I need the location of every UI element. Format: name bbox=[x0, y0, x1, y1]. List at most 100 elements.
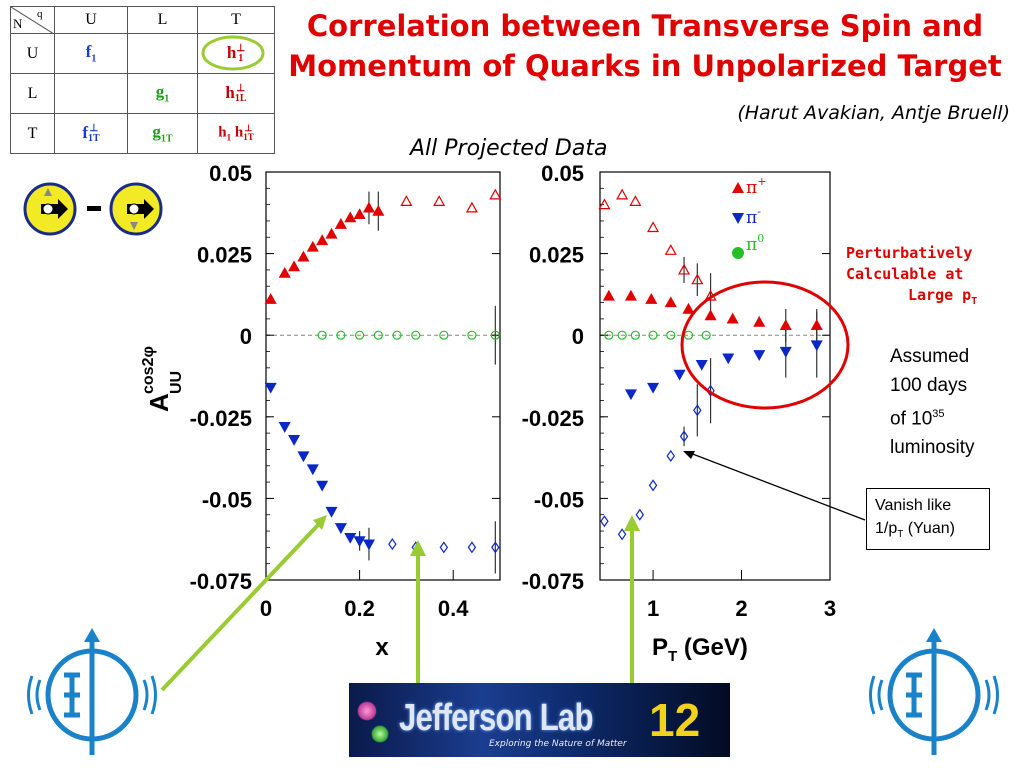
data-point-pi-zero bbox=[336, 330, 346, 340]
data-point-pi-plus bbox=[325, 227, 338, 239]
data-point-pi-plus bbox=[629, 195, 642, 206]
data-point-pi-plus bbox=[278, 266, 291, 278]
tmd-matrix-table: N q U L T U f1 h ⊥ 1 L g1 h ⊥ 1L T f ⊥ 1T g1T bbox=[10, 6, 275, 154]
cell-g1t: g1T bbox=[127, 113, 198, 154]
pert-line-2: Calculable at bbox=[846, 265, 964, 283]
data-point-pi-minus bbox=[617, 528, 627, 541]
data-point-pi-minus bbox=[353, 536, 366, 548]
data-point-pi-minus bbox=[288, 435, 301, 446]
legend-pi-minus-sup: - bbox=[757, 205, 761, 218]
data-point-pi-minus bbox=[325, 506, 338, 518]
x-label-right-main: P bbox=[652, 634, 668, 661]
title-line-2: Momentum of Quarks in Unpolarized Target bbox=[288, 49, 1002, 83]
data-point-pi-minus bbox=[334, 523, 347, 535]
y-tick-label: 0 bbox=[572, 324, 584, 349]
vanish-line-2-rest: (Yuan) bbox=[903, 520, 955, 537]
y-tick-label: -0.075 bbox=[522, 569, 584, 594]
y-label-sub: UU bbox=[168, 371, 185, 394]
row-header-l: L bbox=[10, 73, 55, 114]
data-point-pi-zero bbox=[467, 330, 477, 340]
col-header-u: U bbox=[54, 6, 128, 34]
y-axis-label-left: A cos2φ UU bbox=[140, 346, 185, 412]
x-tick-label: 0.4 bbox=[438, 596, 469, 621]
x-label-right-rest: (GeV) bbox=[677, 634, 748, 661]
green-arrowhead-1 bbox=[313, 515, 327, 530]
data-point-pi-zero bbox=[490, 330, 500, 340]
data-point-pi-plus bbox=[334, 217, 347, 229]
y-tick-label: 0.05 bbox=[209, 161, 252, 186]
minus-sign-icon bbox=[87, 206, 101, 211]
y-tick-label: -0.05 bbox=[202, 487, 252, 512]
data-point-pi-minus bbox=[753, 350, 766, 362]
x-tick-label: 3 bbox=[824, 596, 836, 621]
corner-n-label: N bbox=[13, 16, 23, 31]
cell-g1t-sub: 1T bbox=[160, 133, 173, 145]
legend-pi-plus-sup: + bbox=[757, 175, 766, 188]
x-axis-label-left: x bbox=[375, 634, 389, 661]
cell-h1lperp-main: h bbox=[225, 82, 235, 102]
data-point-pi-plus bbox=[678, 263, 691, 275]
jlab-tagline: Exploring the Nature of Matter bbox=[489, 739, 627, 749]
data-point-pi-plus bbox=[645, 293, 658, 304]
data-point-pi-minus bbox=[624, 389, 637, 401]
legend-pi-minus: π- bbox=[746, 205, 761, 228]
data-point-pi-minus bbox=[439, 541, 449, 554]
assumed-line-3: of 1035 bbox=[890, 400, 974, 433]
data-point-pi-minus bbox=[648, 479, 658, 492]
cell-h1-main: h bbox=[218, 124, 227, 141]
data-point-pi-minus bbox=[635, 508, 645, 521]
data-point-pi-plus bbox=[691, 273, 704, 285]
data-point-pi-zero bbox=[439, 330, 449, 340]
data-point-pi-minus bbox=[306, 464, 319, 476]
data-point-pi-plus bbox=[664, 296, 677, 308]
cell-h1perp: h ⊥ 1 bbox=[197, 33, 275, 74]
y-tick-label: 0.025 bbox=[529, 243, 584, 268]
data-point-pi-minus bbox=[388, 538, 397, 551]
cell-h1lperp: h ⊥ 1L bbox=[197, 73, 275, 114]
corner-diagonal bbox=[11, 7, 54, 34]
cell-h1perp-sup: ⊥ bbox=[236, 43, 246, 55]
data-point-pi-minus bbox=[316, 480, 329, 492]
pert-line-1: Perturbatively bbox=[846, 244, 973, 262]
data-point-pi-plus bbox=[602, 289, 615, 301]
cell-h1perp-main: h bbox=[226, 42, 237, 62]
y-label-sup: cos2φ bbox=[140, 346, 157, 394]
data-point-pi-plus bbox=[664, 244, 677, 255]
legend-pi-zero-marker bbox=[732, 247, 744, 259]
data-point-pi-plus bbox=[489, 188, 502, 200]
glow-dot-pink-icon bbox=[357, 701, 377, 721]
cell-h1tperp-sup: ⊥ bbox=[244, 123, 253, 134]
data-point-pi-zero bbox=[317, 330, 327, 340]
slide-title: Correlation between Transverse Spin and … bbox=[270, 6, 1020, 86]
cell-f1: f1 bbox=[54, 33, 128, 74]
data-point-pi-minus bbox=[706, 384, 715, 397]
vanish-line-2-sub: T bbox=[897, 529, 904, 541]
data-point-pi-minus bbox=[673, 369, 686, 381]
data-point-pi-plus bbox=[779, 319, 792, 331]
jefferson-lab-wordmark: Jefferson Lab bbox=[399, 697, 593, 739]
data-point-pi-minus bbox=[779, 346, 792, 358]
data-point-pi-plus bbox=[362, 201, 375, 213]
data-point-pi-plus bbox=[704, 309, 717, 321]
green-arrow-1 bbox=[160, 523, 320, 692]
data-point-pi-plus bbox=[433, 195, 446, 206]
assumed-line-4: luminosity bbox=[890, 437, 975, 459]
data-point-pi-zero bbox=[630, 330, 640, 340]
y-tick-label: -0.05 bbox=[534, 487, 584, 512]
data-point-pi-minus bbox=[344, 532, 357, 544]
data-point-pi-zero bbox=[604, 330, 614, 340]
y-tick-label: 0 bbox=[240, 324, 252, 349]
large-pt-highlight-circle bbox=[680, 280, 850, 410]
row-header-u: U bbox=[10, 33, 55, 74]
data-point-pi-plus bbox=[753, 315, 766, 327]
authors-label: (Harut Avakian, Antje Bruell) bbox=[737, 102, 1010, 124]
green-arrows bbox=[160, 515, 640, 692]
cell-f1tperp-main: f bbox=[82, 122, 88, 142]
y-tick-label: 0.025 bbox=[197, 243, 252, 268]
assumed-line-2: 100 days bbox=[890, 375, 968, 396]
assumed-line-3-sup: 35 bbox=[932, 408, 945, 420]
vanish-line-1: Vanish like bbox=[875, 497, 952, 514]
data-point-pi-minus bbox=[264, 382, 277, 394]
x-axis-label-right: PT (GeV) bbox=[652, 634, 748, 665]
data-point-pi-minus bbox=[679, 430, 689, 443]
